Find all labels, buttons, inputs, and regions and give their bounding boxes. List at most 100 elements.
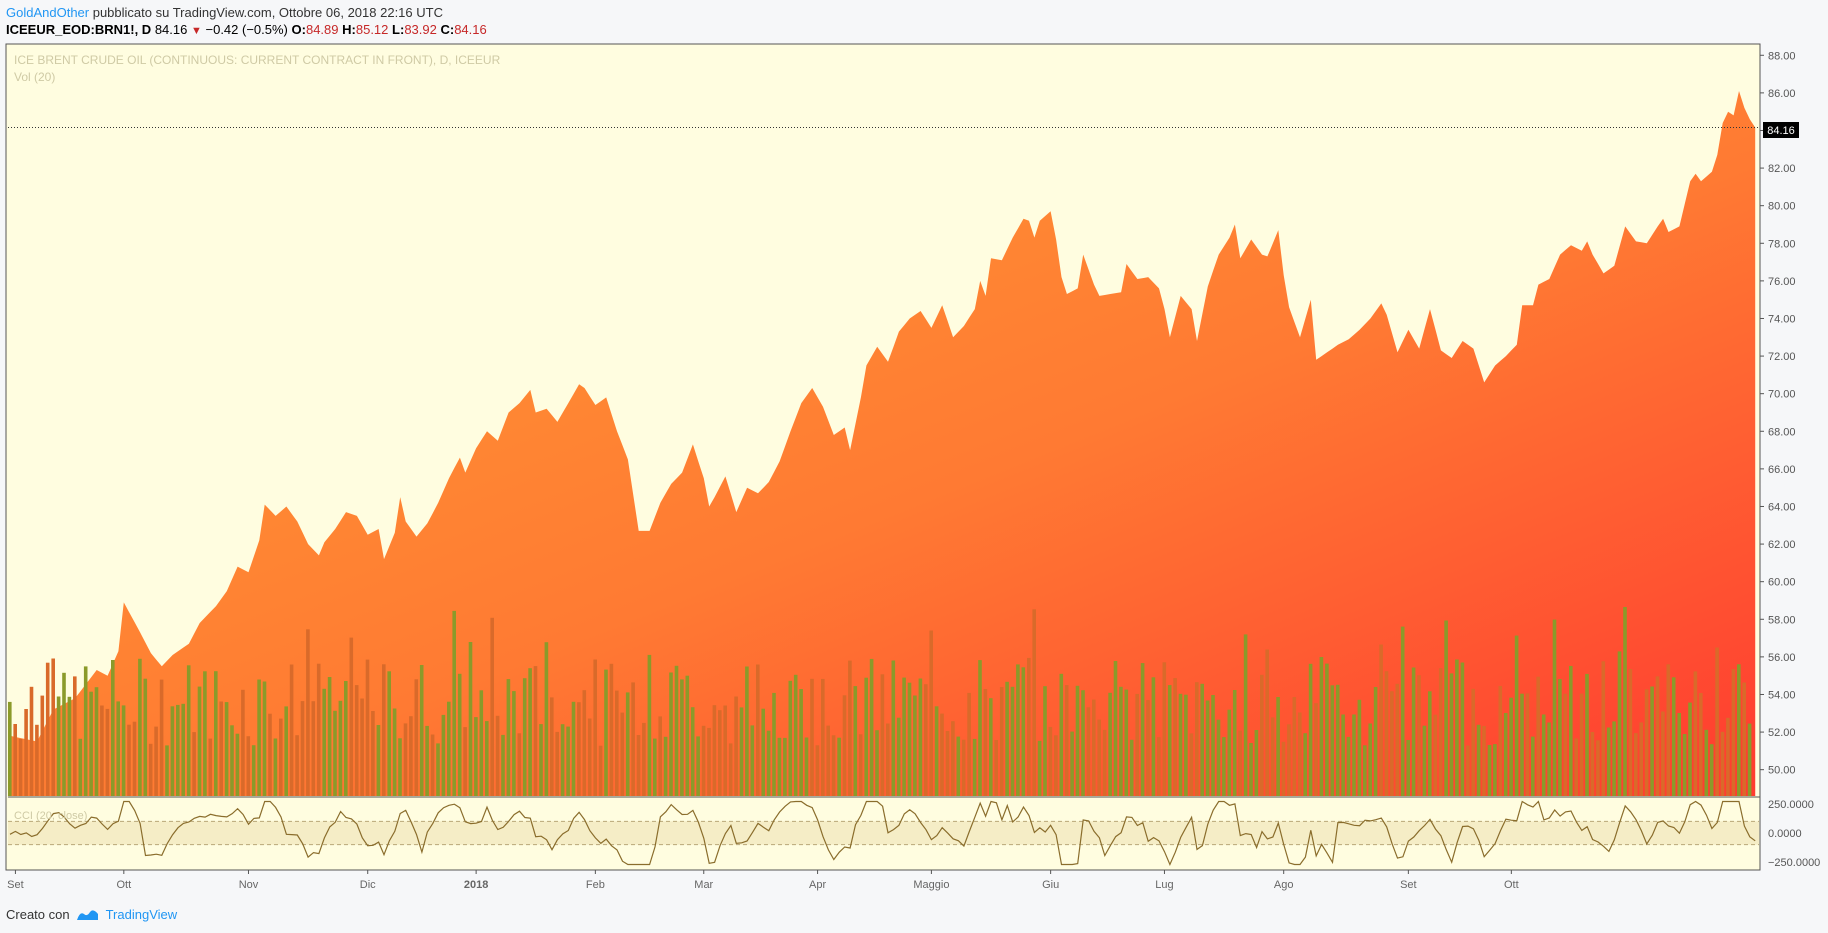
volume-bar	[1064, 685, 1069, 796]
volume-bar	[1330, 685, 1335, 796]
volume-bar	[360, 698, 364, 796]
volume-bar	[951, 721, 955, 796]
volume-bar	[1737, 664, 1741, 796]
volume-bar	[289, 664, 294, 796]
volume-bar	[56, 696, 61, 796]
volume-bar	[159, 679, 164, 796]
volume-bar	[1693, 671, 1698, 796]
volume-bar	[1682, 734, 1687, 796]
volume-bar	[745, 666, 749, 796]
volume-bar	[186, 665, 191, 796]
volume-bar	[300, 701, 305, 796]
volume-bar	[783, 737, 787, 796]
volume-bar	[1270, 717, 1275, 796]
volume-bar	[1373, 687, 1378, 796]
volume-bar	[447, 701, 451, 796]
tradingview-link[interactable]: TradingView	[105, 907, 178, 922]
price-axis[interactable]: 50.00 52.00 54.00 56.00 58.00 60.00 62.00 64.00…	[1759, 44, 1820, 870]
volume-bar	[224, 702, 229, 796]
volume-bar	[1005, 681, 1009, 796]
volume-bar	[533, 666, 538, 796]
volume-bar	[1390, 691, 1394, 796]
volume-bar	[858, 734, 863, 796]
volume-bar	[506, 679, 511, 796]
cci-legend: CCI (20, close)	[14, 810, 87, 822]
volume-bar	[1644, 689, 1649, 796]
volume-bar	[1444, 620, 1448, 796]
volume-bar	[1195, 682, 1199, 796]
volume-bar	[479, 690, 484, 796]
volume-bar	[566, 726, 570, 796]
price-tick-label: 80.00	[1768, 201, 1796, 213]
volume-bar	[756, 664, 760, 796]
volume-bar	[1027, 657, 1031, 796]
volume-bar	[940, 713, 944, 796]
volume-bar	[1211, 695, 1215, 796]
volume-bars	[8, 607, 1752, 796]
cci-band	[8, 821, 1759, 845]
volume-bar	[1243, 634, 1248, 796]
volume-bar	[690, 707, 695, 796]
volume-bar	[1222, 737, 1226, 796]
time-axis[interactable]: Set Ott Nov Dic 2018 Feb Mar Apr Maggio Giu Lug Ago…	[7, 869, 1760, 891]
volume-bar	[1303, 733, 1307, 796]
volume-bar	[1308, 663, 1313, 796]
author-link[interactable]: GoldAndOther	[6, 5, 90, 20]
volume-bar	[241, 689, 245, 796]
volume-bar	[934, 706, 939, 796]
volume-bar	[1178, 693, 1183, 796]
volume-bar	[961, 739, 966, 796]
volume-bar	[13, 724, 17, 796]
volume-bar	[1574, 738, 1578, 796]
volume-bar	[441, 714, 446, 796]
volume-bar	[799, 689, 803, 796]
volume-bar	[772, 692, 776, 796]
volume-bar	[1525, 693, 1530, 796]
volume-bar	[956, 736, 961, 796]
volume-bar	[1655, 676, 1660, 796]
price-area	[8, 91, 1759, 796]
volume-bar	[1563, 693, 1568, 796]
volume-bar	[1601, 661, 1606, 796]
volume-bar	[1265, 649, 1269, 796]
volume-bar	[1054, 735, 1058, 796]
price-area-fill	[10, 91, 1756, 796]
volume-bar	[1471, 688, 1475, 796]
volume-bar	[1075, 685, 1080, 796]
time-tick-label: Giu	[1042, 879, 1059, 891]
volume-bar	[468, 642, 473, 796]
volume-bar	[279, 718, 283, 796]
volume-bar	[793, 674, 798, 796]
volume-bar	[815, 745, 820, 796]
volume-bar	[1260, 674, 1264, 796]
volume-bar	[1449, 673, 1454, 796]
volume-bar	[219, 701, 223, 796]
price-change: −0.42 (−0.5%)	[205, 22, 288, 37]
volume-bar	[501, 734, 505, 796]
volume-bar	[1162, 662, 1167, 796]
volume-bar	[1184, 694, 1188, 796]
volume-bar	[1476, 724, 1481, 796]
volume-bar	[73, 676, 77, 796]
volume-bar	[111, 660, 115, 796]
volume-bar	[78, 738, 83, 796]
volume-bar	[1363, 745, 1367, 796]
volume-bar	[777, 737, 782, 796]
volume-bar	[1200, 683, 1204, 796]
volume-bar	[306, 629, 310, 796]
volume-bar	[414, 679, 419, 796]
volume-bar	[1292, 697, 1297, 796]
volume-bar	[1606, 727, 1611, 796]
time-tick-label: Lug	[1155, 879, 1173, 891]
publish-info: GoldAndOther pubblicato su TradingView.c…	[6, 4, 443, 21]
volume-bar	[403, 723, 408, 796]
volume-bar	[436, 743, 440, 796]
volume-bar	[463, 727, 467, 796]
open-label: O:	[291, 22, 306, 37]
volume-bar	[1102, 729, 1107, 796]
cci-tick-label: −250.0000	[1768, 857, 1820, 869]
volume-bar	[376, 725, 381, 796]
volume-bar	[517, 733, 522, 796]
volume-bar	[1531, 736, 1535, 796]
